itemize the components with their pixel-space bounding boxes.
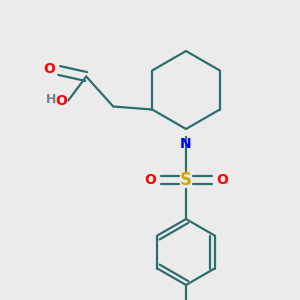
Text: O: O	[144, 173, 156, 187]
Text: N: N	[180, 136, 192, 151]
Text: O: O	[43, 62, 55, 76]
Text: O: O	[55, 94, 67, 107]
Text: S: S	[180, 171, 192, 189]
Text: H: H	[46, 93, 56, 106]
Text: O: O	[216, 173, 228, 187]
